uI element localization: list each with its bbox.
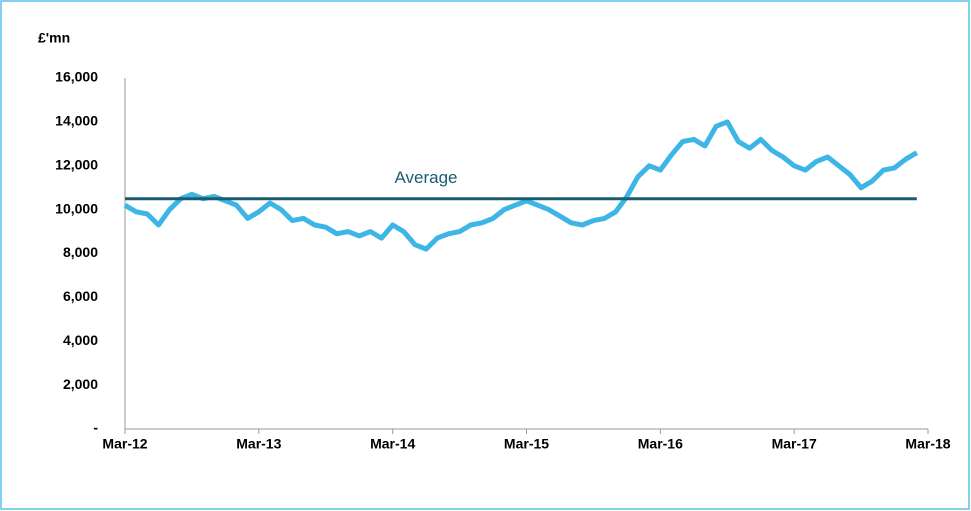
- y-axis-label: £'mn: [38, 30, 70, 46]
- x-tick-label: Mar-16: [638, 436, 683, 452]
- y-tick-label: 10,000: [55, 200, 98, 216]
- y-tick-label: 12,000: [55, 156, 98, 172]
- annotation: Average: [394, 168, 457, 187]
- data-line: [123, 119, 919, 252]
- x-tick-label: Mar-13: [236, 436, 281, 452]
- y-tick-label: 6,000: [63, 288, 98, 304]
- y-tick-label: -: [93, 420, 98, 436]
- y-tick-label: 2,000: [63, 376, 98, 392]
- x-tick-label: Mar-18: [905, 436, 950, 452]
- y-tick-label: 14,000: [55, 113, 98, 129]
- y-tick-label: 8,000: [63, 244, 98, 260]
- x-tick-label: Mar-14: [370, 436, 415, 452]
- x-tick-label: Mar-12: [102, 436, 147, 452]
- x-tick-label: Mar-15: [504, 436, 549, 452]
- y-tick-label: 4,000: [63, 332, 98, 348]
- x-tick-label: Mar-17: [772, 436, 817, 452]
- y-tick-label: 16,000: [55, 69, 98, 85]
